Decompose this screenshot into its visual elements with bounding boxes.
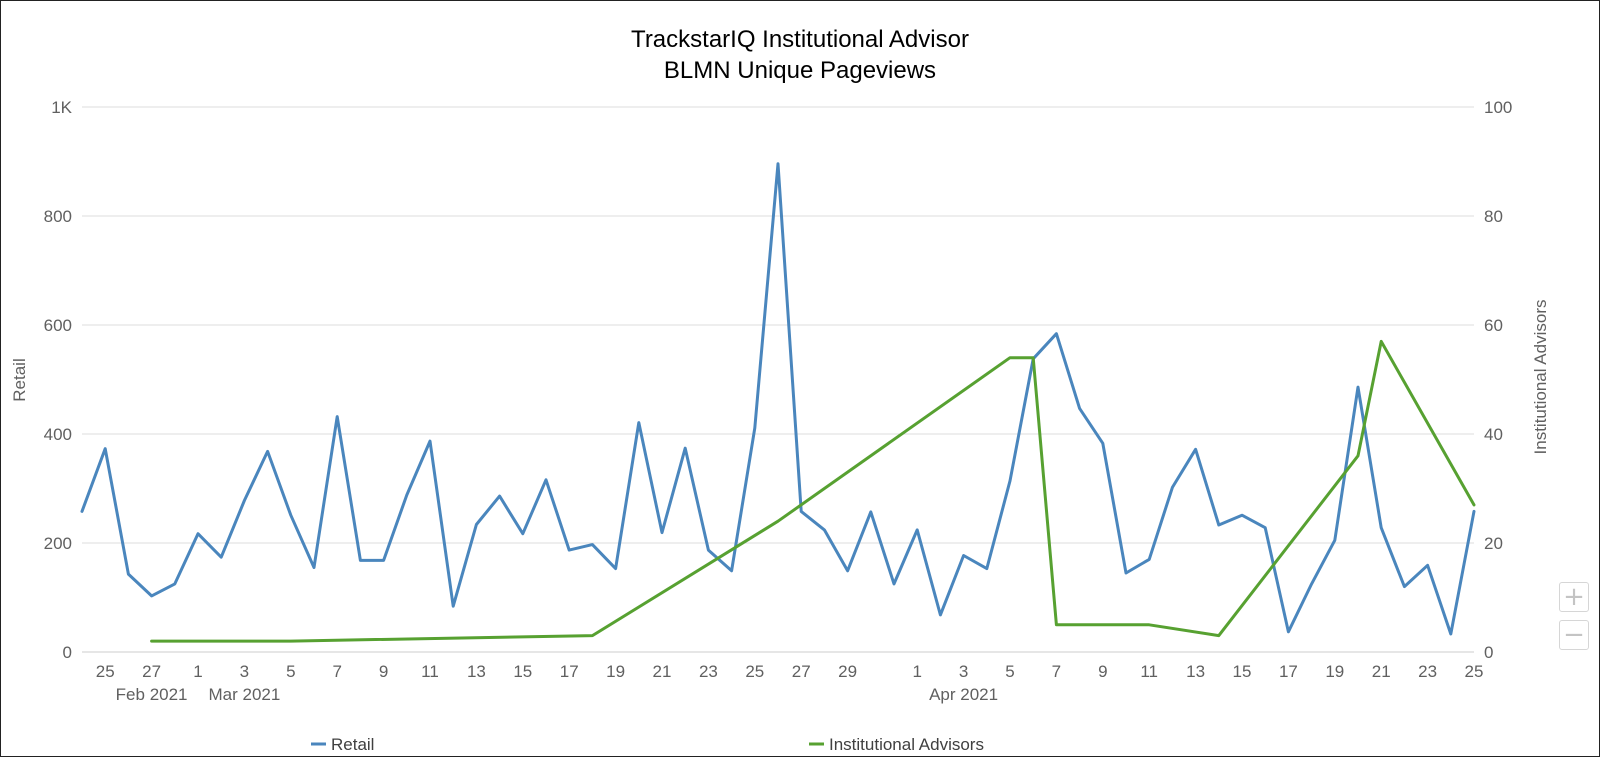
y-right-tick-label: 80	[1484, 207, 1503, 226]
y-right-axis-title: Institutional Advisors	[1531, 300, 1550, 455]
y-left-tick-label: 1K	[51, 98, 72, 117]
y-left-tick-label: 200	[44, 534, 72, 553]
x-tick-label: 25	[96, 662, 115, 681]
x-tick-label: 23	[1418, 662, 1437, 681]
x-tick-label: 5	[1005, 662, 1014, 681]
x-tick-label: 21	[1372, 662, 1391, 681]
x-tick-label: 7	[332, 662, 341, 681]
y-left-tick-label: 0	[63, 643, 72, 662]
x-tick-label: 29	[838, 662, 857, 681]
x-tick-label: 3	[240, 662, 249, 681]
x-period-label: Apr 2021	[929, 685, 998, 704]
series-line-institutional-advisors	[150, 339, 1476, 643]
x-tick-label: 25	[745, 662, 764, 681]
chart-subtitle: BLMN Unique Pageviews	[664, 57, 936, 84]
chart-title: TrackstarIQ Institutional Advisor	[631, 26, 969, 53]
y-left-tick-label: 400	[44, 425, 72, 444]
x-tick-label: 9	[1098, 662, 1107, 681]
y-left-tick-label: 800	[44, 207, 72, 226]
x-tick-label: 15	[513, 662, 532, 681]
x-tick-label: 11	[421, 662, 439, 681]
x-tick-label: 15	[1233, 662, 1252, 681]
x-tick-label: 17	[1279, 662, 1298, 681]
x-tick-label: 27	[792, 662, 811, 681]
x-tick-label: 23	[699, 662, 718, 681]
y-right-tick-label: 40	[1484, 425, 1503, 444]
y-left-tick-label: 600	[44, 316, 72, 335]
x-tick-label: 19	[1325, 662, 1344, 681]
x-tick-label: 5	[286, 662, 295, 681]
x-tick-label: 25	[1465, 662, 1484, 681]
zoom-out-button[interactable]: −	[1559, 620, 1589, 650]
y-right-tick-label: 100	[1484, 98, 1512, 117]
x-tick-label: 13	[1186, 662, 1205, 681]
x-tick-label: 13	[467, 662, 486, 681]
y-right-tick-label: 0	[1484, 643, 1493, 662]
x-tick-label: 9	[379, 662, 388, 681]
x-tick-label: 17	[560, 662, 579, 681]
x-tick-label: 19	[606, 662, 625, 681]
y-right-tick-label: 60	[1484, 316, 1503, 335]
x-tick-label: 3	[959, 662, 968, 681]
y-right-tick-label: 20	[1484, 534, 1503, 553]
series-line-retail	[80, 162, 1476, 636]
x-tick-label: 1	[193, 662, 202, 681]
x-tick-label: 27	[142, 662, 161, 681]
y-left-axis-title: Retail	[10, 358, 29, 401]
x-tick-label: 21	[653, 662, 672, 681]
legend-label: Institutional Advisors	[829, 735, 984, 754]
x-tick-label: 7	[1052, 662, 1061, 681]
x-period-label: Mar 2021	[208, 685, 280, 704]
x-tick-label: 11	[1140, 662, 1158, 681]
legend-label: Retail	[331, 735, 374, 754]
zoom-in-button[interactable]: +	[1559, 582, 1589, 612]
x-period-label: Feb 2021	[116, 685, 188, 704]
x-tick-label: 1	[912, 662, 921, 681]
